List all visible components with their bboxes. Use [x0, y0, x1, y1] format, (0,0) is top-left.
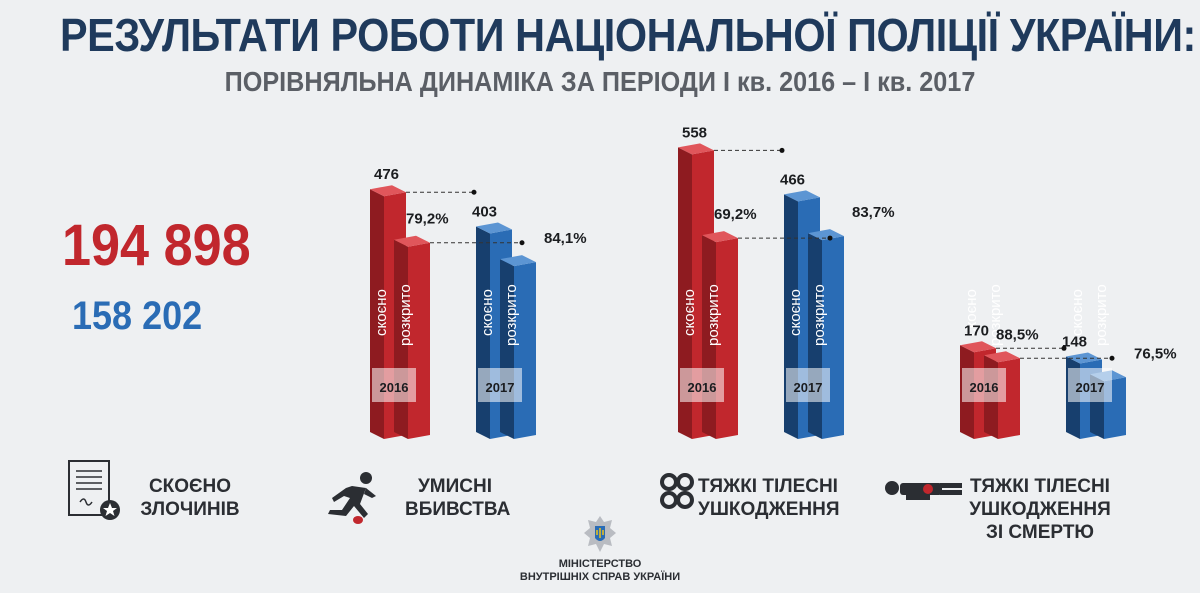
year-label-y2017-0: 2017 — [486, 380, 515, 395]
value-label-y2017-0: 403 — [472, 203, 497, 220]
pct-label-y2016-0: 79,2% — [406, 211, 449, 228]
total-2017-value: 158 202 — [72, 294, 203, 338]
value-label-y2017-1: 466 — [780, 171, 805, 188]
page-subtitle: ПОРІВНЯЛЬНА ДИНАМІКА ЗА ПЕРІОДИ І кв. 20… — [224, 66, 976, 97]
dashed-line-solved-2-dot — [1109, 355, 1115, 361]
ministry-emblem-icon — [584, 516, 616, 552]
bar-text-solved-y2017-1: розкрито — [811, 284, 828, 346]
year-label-y2016-0: 2016 — [380, 380, 409, 395]
dashed-line-committed-2-dot — [1061, 345, 1067, 351]
bar-y2016-committed-1-top — [678, 143, 714, 155]
bar-y2017-committed-0-top — [476, 222, 512, 234]
bar-y2017-solved-0-top — [500, 255, 536, 267]
bar-text-committed-y2016-2: скоєно — [963, 289, 980, 336]
year-tag-y2017-1 — [786, 368, 830, 402]
bar-y2017-solved-0 — [500, 255, 536, 439]
dashed-line-committed-1-dot — [779, 147, 785, 153]
bar-text-solved-y2017-2: розкрито — [1093, 284, 1110, 346]
bar-y2016-solved-1-top — [702, 231, 738, 243]
year-tag-y2016-0 — [372, 368, 416, 402]
document-icon — [68, 460, 120, 520]
bar-text-committed-y2016-1: скоєно — [681, 289, 698, 336]
total-2016-value: 194 898 — [62, 213, 251, 278]
year-tag-y2016-2 — [962, 368, 1006, 402]
bar-text-solved-y2016-0: розкрито — [397, 284, 414, 346]
bar-y2016-committed-1-side — [678, 147, 692, 440]
ministry-name: МІНІСТЕРСТВО ВНУТРІШНІХ СПРАВ УКРАЇНИ — [500, 558, 700, 584]
bar-y2016-committed-0-top — [370, 185, 406, 197]
year-tag-y2017-2 — [1068, 368, 1112, 402]
bar-text-committed-y2017-0: скоєно — [479, 289, 496, 336]
value-label-y2016-1: 558 — [682, 124, 707, 141]
year-label-y2017-2: 2017 — [1076, 380, 1105, 395]
year-label-y2016-1: 2016 — [688, 380, 717, 395]
brass-knuckles-icon — [660, 473, 694, 509]
dashed-line-solved-0-dot — [519, 240, 525, 246]
dashed-line-solved-1-dot — [827, 235, 833, 241]
pct-label-y2016-2: 88,5% — [996, 326, 1039, 343]
bar-y2016-solved-0-top — [394, 235, 430, 247]
bar-text-solved-y2016-2: розкрито — [987, 284, 1004, 346]
year-tag-y2017-0 — [478, 368, 522, 402]
dashed-line-committed-0-dot — [471, 189, 477, 195]
bar-y2017-solved-1-top — [808, 229, 844, 241]
category-label-crimes: СКОЄНО ЗЛОЧИНІВ — [140, 476, 240, 520]
bar-y2016-committed-2-top — [960, 341, 996, 353]
victim-icon — [885, 481, 962, 500]
bar-text-solved-y2016-1: розкрито — [705, 284, 722, 346]
pct-label-y2017-2: 76,5% — [1134, 345, 1177, 362]
bar-text-committed-y2017-2: скоєно — [1069, 289, 1086, 336]
category-label-injuries: ТЯЖКІ ТІЛЕСНІ УШКОДЖЕННЯ — [698, 476, 840, 520]
bar-y2017-committed-1-top — [784, 190, 820, 202]
category-label-murders: УМИСНІ ВБИВСТВА — [405, 476, 511, 520]
pct-label-y2017-0: 84,1% — [544, 230, 587, 247]
bar-text-committed-y2017-1: скоєно — [787, 289, 804, 336]
runner-icon — [328, 472, 376, 524]
bar-y2016-solved-2-top — [984, 351, 1020, 363]
bar-text-solved-y2017-0: розкрито — [503, 284, 520, 346]
year-tag-y2016-1 — [680, 368, 724, 402]
value-label-y2016-2: 170 — [964, 322, 989, 339]
page-title: РЕЗУЛЬТАТИ РОБОТИ НАЦІОНАЛЬНОЇ ПОЛІЦІЇ У… — [60, 9, 1196, 61]
category-label-injuries-death: ТЯЖКІ ТІЛЕСНІ УШКОДЖЕННЯ ЗІ СМЕРТЮ — [969, 476, 1111, 543]
pct-label-y2017-1: 83,7% — [852, 204, 895, 221]
value-label-y2017-2: 148 — [1062, 334, 1087, 351]
ministry-name-line1: МІНІСТЕРСТВО — [558, 558, 642, 570]
year-label-y2016-2: 2016 — [970, 380, 999, 395]
value-label-y2016-0: 476 — [374, 166, 399, 183]
pct-label-y2016-1: 69,2% — [714, 206, 757, 223]
bar-text-committed-y2016-0: скоєно — [373, 289, 390, 336]
year-label-y2017-1: 2017 — [794, 380, 823, 395]
ministry-name-line2: ВНУТРІШНІХ СПРАВ УКРАЇНИ — [519, 571, 681, 583]
